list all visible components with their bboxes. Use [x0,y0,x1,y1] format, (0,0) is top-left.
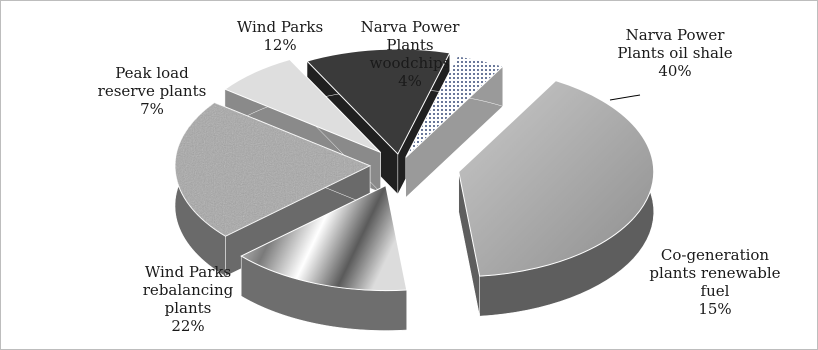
slice-percent: 22% [171,317,205,335]
leader-line-0 [609,94,641,101]
pie-slice-1 [240,184,408,331]
slice-percent: 12% [263,36,297,54]
slice-label-4: Wind Parks 12% [215,18,345,54]
slice-label-text: Co-generation plants renewable fuel [649,246,781,300]
pie-slice-5 [405,55,504,198]
slice-percent: 4% [398,72,422,90]
slice-label-1: Co-generation plants renewable fuel 15% [640,246,790,318]
slice-label-text: Peak load reserve plants [97,64,207,100]
slice-label-5: Narva Power Plants woodchips 4% [345,18,475,90]
slice-percent: 15% [698,300,732,318]
slice-label-2: Wind Parks rebalancing plants 22% [118,263,258,335]
slice-percent: 40% [658,62,692,80]
slice-label-text: Narva Power Plants woodchips [360,18,460,72]
slice-label-text: Wind Parks [236,18,324,36]
slice-label-3: Peak load reserve plants 7% [82,64,222,118]
slice-label-0: Narva Power Plants oil shale 40% [595,26,755,80]
slice-label-text: Wind Parks rebalancing plants [142,263,234,317]
pie-slice-0 [458,80,655,317]
slice-percent: 7% [140,100,164,118]
slice-label-text: Narva Power Plants oil shale [617,26,733,62]
